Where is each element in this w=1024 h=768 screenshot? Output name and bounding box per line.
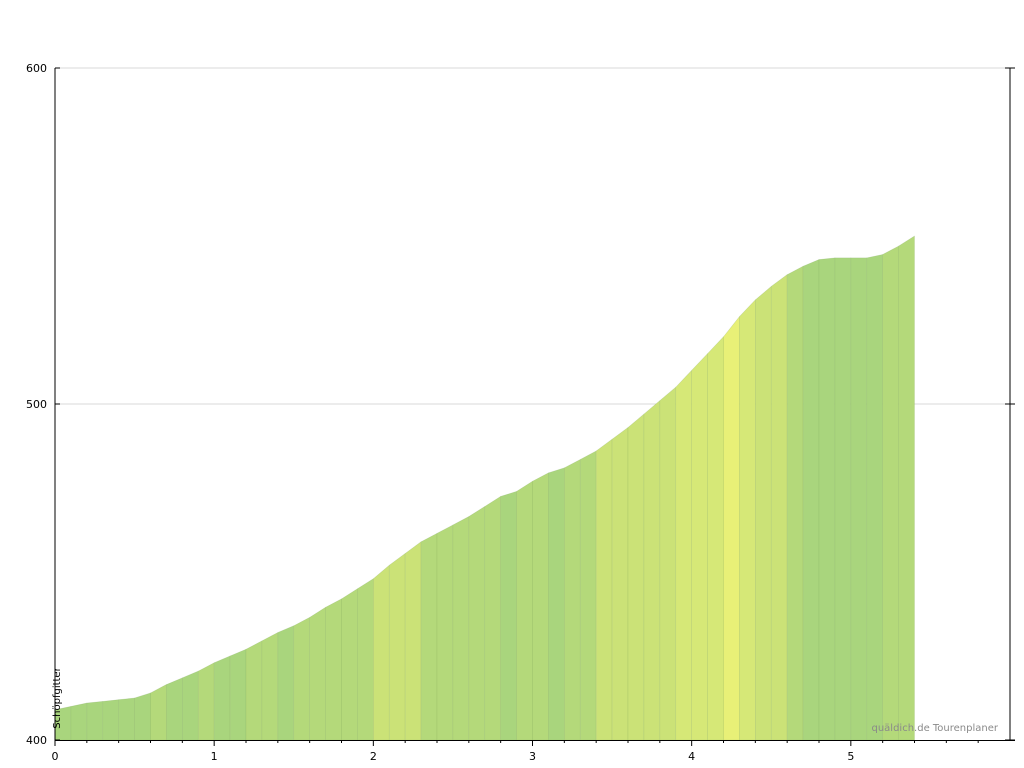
x-tick-label: 3: [529, 750, 536, 763]
elevation-segment: [802, 259, 820, 741]
y-tick-label: 600: [26, 62, 47, 75]
elevation-segment: [261, 631, 279, 741]
elevation-segment: [357, 578, 374, 741]
elevation-segment: [627, 413, 645, 741]
elevation-segment: [134, 692, 151, 741]
elevation-segment: [420, 532, 438, 741]
elevation-segment: [373, 564, 390, 741]
elevation-segment: [898, 235, 915, 741]
elevation-segment: [150, 684, 167, 741]
watermark-text: quäldich.de Tourenplaner: [871, 723, 998, 734]
elevation-segment: [882, 245, 899, 741]
elevation-segment: [770, 274, 788, 741]
elevation-area: [54, 235, 915, 741]
elevation-segment: [86, 701, 104, 741]
elevation-segment: [118, 697, 135, 741]
elevation-segment: [675, 369, 692, 741]
elevation-segment: [277, 625, 295, 741]
y-tick-label: 500: [26, 398, 47, 411]
tick-labels: 400 500 600 0 1 2 3 4 5: [26, 62, 854, 763]
elevation-segment: [707, 336, 724, 741]
elevation-segment: [564, 458, 581, 741]
elevation-segment: [197, 662, 215, 741]
elevation-segment: [341, 588, 358, 741]
elevation-segment: [659, 386, 677, 741]
elevation-segment: [309, 606, 326, 741]
elevation-segment: [213, 655, 231, 741]
elevation-segment: [500, 490, 517, 741]
elevation-segment: [548, 467, 565, 741]
x-tick-label: 2: [370, 750, 377, 763]
y-tick-label: 400: [26, 734, 47, 747]
axes: [54, 67, 1015, 746]
elevation-segment: [516, 480, 533, 741]
elevation-segment: [325, 598, 342, 741]
elevation-segment: [468, 505, 486, 741]
elevation-segment: [866, 254, 883, 741]
elevation-segment: [834, 257, 852, 741]
elevation-segment: [691, 352, 708, 741]
elevation-segment: [404, 541, 422, 741]
elevation-segment: [739, 299, 756, 741]
elevation-segment: [532, 472, 549, 741]
waypoint-label: Schöpfgitter: [52, 666, 63, 728]
elevation-segment: [595, 438, 613, 741]
elevation-segment: [102, 699, 119, 741]
elevation-segment: [579, 450, 597, 741]
elevation-segment: [245, 640, 263, 741]
annotations: Schöpfgitter: [52, 666, 63, 728]
elevation-segment: [70, 702, 88, 741]
elevation-segment: [484, 495, 501, 741]
elevation-segment: [786, 265, 804, 741]
elevation-segment: [436, 524, 454, 741]
x-tick-label: 0: [52, 750, 59, 763]
x-tick-label: 5: [847, 750, 854, 763]
elevation-segment: [452, 516, 470, 741]
elevation-segment: [166, 677, 183, 741]
elevation-segment: [229, 648, 247, 741]
x-tick-label: 4: [688, 750, 695, 763]
x-tick-label: 1: [211, 750, 218, 763]
elevation-segment: [643, 399, 661, 741]
elevation-segment: [611, 426, 629, 741]
elevation-segment: [723, 315, 740, 741]
elevation-segment: [182, 670, 199, 741]
elevation-segment: [818, 257, 836, 741]
elevation-segment: [293, 616, 310, 741]
elevation-segment: [850, 257, 868, 741]
elevation-segment: [388, 552, 406, 741]
elevation-segment: [755, 285, 772, 741]
